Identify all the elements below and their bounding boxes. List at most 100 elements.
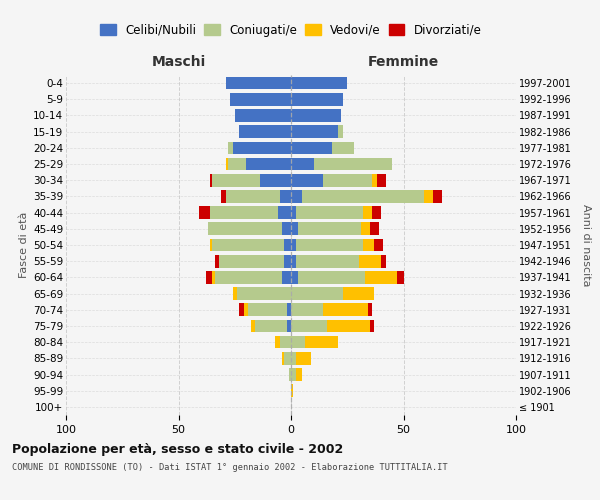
Bar: [275, 336, 280, 348]
Bar: [212, 238, 284, 252]
Bar: [260, 174, 291, 186]
Bar: [289, 368, 291, 381]
Bar: [248, 304, 287, 316]
Bar: [287, 304, 291, 316]
Bar: [291, 109, 341, 122]
Bar: [377, 174, 386, 186]
Bar: [291, 190, 302, 202]
Bar: [284, 255, 291, 268]
Bar: [210, 174, 212, 186]
Bar: [323, 304, 367, 316]
Bar: [298, 271, 365, 283]
Bar: [239, 304, 244, 316]
Bar: [287, 320, 291, 332]
Bar: [433, 190, 442, 202]
Bar: [237, 288, 291, 300]
Bar: [302, 190, 424, 202]
Bar: [397, 271, 404, 283]
Bar: [226, 158, 228, 170]
Bar: [199, 206, 210, 219]
Bar: [323, 174, 372, 186]
Bar: [327, 320, 370, 332]
Bar: [212, 174, 260, 186]
Bar: [226, 190, 280, 202]
Bar: [370, 320, 374, 332]
Bar: [230, 93, 291, 106]
Bar: [365, 271, 397, 283]
Bar: [221, 190, 226, 202]
Bar: [291, 126, 338, 138]
Bar: [205, 271, 212, 283]
Bar: [291, 368, 296, 381]
Bar: [314, 158, 392, 170]
Legend: Celibi/Nubili, Coniugati/e, Vedovi/e, Divorziati/e: Celibi/Nubili, Coniugati/e, Vedovi/e, Di…: [98, 22, 484, 39]
Bar: [363, 238, 374, 252]
Bar: [255, 320, 287, 332]
Bar: [215, 271, 282, 283]
Bar: [331, 142, 354, 154]
Bar: [291, 320, 327, 332]
Y-axis label: Fasce di età: Fasce di età: [19, 212, 29, 278]
Bar: [215, 255, 219, 268]
Bar: [296, 206, 363, 219]
Bar: [233, 142, 291, 154]
Bar: [361, 222, 370, 235]
Bar: [280, 190, 291, 202]
Bar: [291, 93, 343, 106]
Bar: [372, 206, 381, 219]
Text: Femmine: Femmine: [368, 55, 439, 69]
Bar: [282, 352, 284, 364]
Bar: [374, 238, 383, 252]
Bar: [226, 77, 291, 90]
Bar: [291, 222, 298, 235]
Bar: [291, 352, 296, 364]
Bar: [291, 206, 296, 219]
Y-axis label: Anni di nascita: Anni di nascita: [581, 204, 591, 286]
Text: COMUNE DI RONDISSONE (TO) - Dati ISTAT 1° gennaio 2002 - Elaborazione TUTTITALIA: COMUNE DI RONDISSONE (TO) - Dati ISTAT 1…: [12, 462, 448, 471]
Bar: [291, 384, 293, 397]
Bar: [228, 142, 233, 154]
Bar: [296, 238, 363, 252]
Bar: [291, 336, 305, 348]
Bar: [282, 222, 291, 235]
Bar: [291, 304, 323, 316]
Bar: [277, 206, 291, 219]
Bar: [338, 126, 343, 138]
Bar: [296, 255, 359, 268]
Bar: [298, 222, 361, 235]
Bar: [291, 255, 296, 268]
Bar: [282, 271, 291, 283]
Bar: [212, 271, 215, 283]
Bar: [291, 288, 343, 300]
Bar: [291, 238, 296, 252]
Bar: [208, 222, 282, 235]
Bar: [233, 288, 237, 300]
Bar: [284, 238, 291, 252]
Bar: [244, 304, 248, 316]
Bar: [228, 158, 246, 170]
Bar: [359, 255, 381, 268]
Bar: [284, 352, 291, 364]
Text: Popolazione per età, sesso e stato civile - 2002: Popolazione per età, sesso e stato civil…: [12, 442, 343, 456]
Bar: [280, 336, 291, 348]
Bar: [210, 238, 212, 252]
Bar: [210, 206, 277, 219]
Bar: [381, 255, 386, 268]
Bar: [251, 320, 255, 332]
Bar: [305, 336, 338, 348]
Bar: [291, 158, 314, 170]
Bar: [363, 206, 372, 219]
Bar: [291, 271, 298, 283]
Bar: [367, 304, 372, 316]
Bar: [343, 288, 374, 300]
Bar: [291, 174, 323, 186]
Bar: [239, 126, 291, 138]
Bar: [296, 368, 302, 381]
Bar: [424, 190, 433, 202]
Text: Maschi: Maschi: [151, 55, 206, 69]
Bar: [219, 255, 284, 268]
Bar: [296, 352, 311, 364]
Bar: [291, 142, 331, 154]
Bar: [291, 77, 347, 90]
Bar: [246, 158, 291, 170]
